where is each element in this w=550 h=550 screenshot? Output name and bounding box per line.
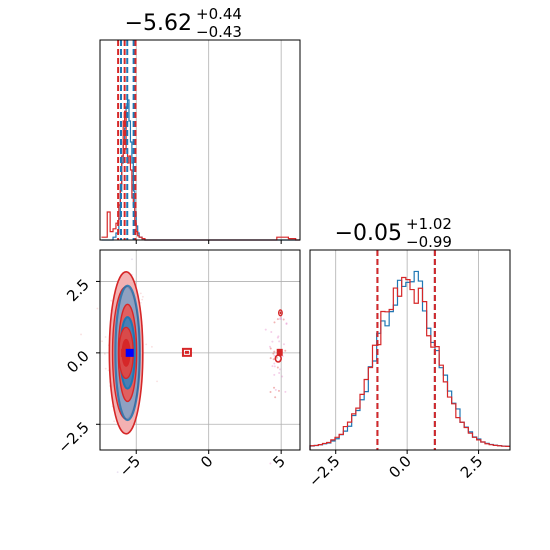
title-minus: −0.43 [196, 23, 242, 41]
scatter-point [269, 462, 272, 465]
scatter-point [277, 389, 280, 392]
scatter-point [139, 292, 142, 295]
panel-top-left [99, 39, 301, 241]
scatter-point [80, 333, 82, 336]
title-plus: +0.44 [196, 5, 242, 23]
scatter-point [273, 365, 276, 368]
y-tick-label: 2.5 [63, 276, 93, 306]
scatter-point [156, 380, 158, 383]
scatter-point [277, 335, 280, 338]
scatter-point [104, 336, 107, 338]
scatter-point [285, 323, 288, 326]
scatter-point [285, 322, 288, 325]
title-plus: +1.02 [406, 215, 452, 233]
scatter-point [276, 336, 279, 339]
cluster-red-3-core [276, 348, 283, 356]
title-median: −0.05 [335, 221, 402, 246]
scatter-point [274, 388, 277, 391]
scatter-point [273, 386, 276, 389]
scatter-point [110, 299, 113, 302]
y-tick-label: 0.0 [63, 347, 93, 377]
scatter-point [276, 366, 279, 369]
scatter-point [131, 258, 133, 261]
scatter-point [273, 350, 276, 353]
scatter-point [103, 352, 106, 355]
scatter-point [278, 340, 281, 343]
x-tick-label: 0.0 [385, 452, 415, 482]
title-param-2: −0.05 +1.02−0.99 [335, 215, 452, 251]
scatter-point [272, 358, 275, 361]
scatter-point [139, 301, 142, 304]
cluster-red-2-core [184, 350, 189, 354]
title-param-1: −5.62 +0.44−0.43 [125, 5, 242, 41]
scatter-point [275, 356, 278, 359]
scatter-point [273, 362, 276, 365]
scatter-point [270, 330, 273, 333]
scatter-point [279, 316, 282, 319]
mode-marker-blue [125, 348, 134, 357]
x-tick-label: 5 [270, 452, 289, 471]
scatter-point [269, 390, 272, 393]
scatter-point [272, 352, 275, 355]
scatter-point [268, 345, 271, 348]
scatter-point [274, 396, 277, 399]
scatter-point [116, 471, 119, 474]
scatter-point [113, 420, 116, 423]
scatter-point [269, 347, 272, 350]
scatter-point [101, 340, 103, 343]
histogram-series-red [101, 110, 300, 241]
scatter-point [276, 318, 279, 321]
scatter-point [278, 317, 281, 320]
scatter-point [280, 317, 283, 320]
scatter-point [284, 349, 287, 352]
scatter-point [282, 318, 285, 321]
histogram-series-blue [309, 270, 510, 450]
x-tick-label: 0 [197, 452, 216, 471]
scatter-point [282, 343, 285, 346]
histogram-series-red [309, 276, 510, 450]
scatter-point [281, 375, 284, 378]
panel-bottom-right [309, 249, 511, 451]
scatter-point [278, 368, 281, 371]
scatter-point [269, 357, 272, 360]
cluster-red-2 [181, 347, 192, 357]
y-tick-label: −2.5 [54, 418, 92, 456]
scatter-point [271, 340, 274, 343]
scatter-point [132, 232, 135, 235]
scatter-point [264, 328, 267, 331]
scatter-point [141, 298, 144, 301]
x-tick-label: −2.5 [305, 452, 343, 490]
title-median: −5.62 [125, 11, 192, 36]
scatter-point [96, 307, 99, 310]
scatter-point [141, 295, 144, 298]
cluster-red-3b-contour [277, 309, 283, 317]
x-tick-label: 2.5 [457, 452, 487, 482]
panel-bottom-left [99, 249, 301, 451]
scatter-point [145, 343, 148, 346]
scatter-point [278, 372, 281, 375]
scatter-point [284, 390, 287, 393]
scatter-point [134, 227, 137, 230]
title-minus: −0.99 [406, 233, 452, 251]
scatter-point [151, 345, 153, 348]
scatter-point [271, 365, 274, 368]
mode-marker-red [121, 348, 131, 357]
scatter-point [273, 373, 276, 376]
x-tick-label: −5 [116, 452, 144, 480]
cluster-red-3b-core [279, 311, 282, 315]
scatter-point [273, 321, 276, 324]
scatter-point [104, 367, 107, 370]
